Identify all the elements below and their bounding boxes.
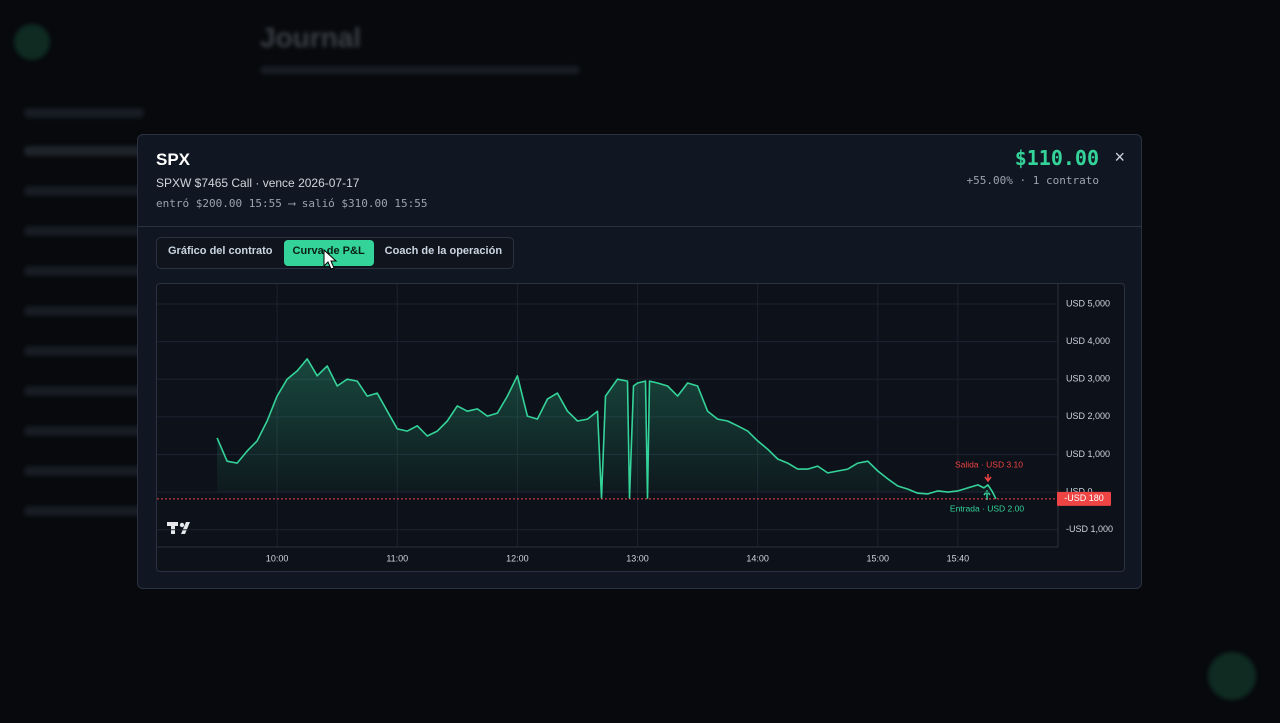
nav-item	[24, 266, 144, 276]
symbol: SPX	[156, 150, 191, 169]
y-tick-label: USD 1,000	[1066, 449, 1110, 459]
tab-bar: Gráfico del contrato Curva de P&L Coach de…	[156, 237, 515, 269]
y-tick-label: USD 0	[1066, 486, 1093, 496]
tab[interactable]: Gráfico del contrato	[168, 245, 273, 257]
x-tick-label: 15:40	[947, 553, 970, 563]
reference-label: -USD 180	[1064, 493, 1104, 503]
exit-marker	[984, 474, 992, 483]
chart-panel: USD 5,000 USD 4,000 USD 3,000 USD 2,000 USD …	[156, 283, 1125, 572]
nav-item	[24, 226, 144, 236]
tv-logo	[167, 522, 190, 534]
cursor	[323, 248, 338, 270]
page-title: Journal	[260, 22, 362, 53]
nav-item	[24, 186, 144, 196]
y-tick-label: -USD 1,000	[1066, 524, 1113, 534]
tab[interactable]: Curva de P&L	[283, 240, 374, 266]
nav-item	[24, 346, 144, 356]
pnl: $110.00	[1014, 146, 1099, 170]
tab[interactable]: Coach de la operación	[384, 245, 503, 257]
x-tick-label: 12:00	[506, 553, 529, 563]
reference-label-bg	[1057, 491, 1111, 506]
divider	[138, 226, 1141, 227]
y-tick-label: USD 3,000	[1066, 374, 1110, 384]
annotation: Entrada · USD 2.00	[950, 503, 1024, 513]
trade-modal: SPX SPXW $7465 Call · vence 2026-07-17 e…	[137, 134, 1142, 589]
close-button[interactable]: ×	[1114, 147, 1125, 167]
pnl-detail: +55.00% · 1 contrato	[966, 174, 1099, 187]
nav-item	[24, 466, 144, 476]
x-tick-label: 10:00	[266, 553, 289, 563]
nav-item	[24, 146, 144, 156]
fab	[1208, 652, 1256, 700]
nav-item	[24, 426, 144, 436]
subtitle	[260, 66, 580, 74]
x-tick-label: 15:00	[867, 553, 890, 563]
line	[216, 358, 997, 500]
chart: USD 5,000 USD 4,000 USD 3,000 USD 2,000 USD …	[157, 284, 1113, 563]
x-tick-label: 14:00	[746, 553, 769, 563]
nav-item	[24, 108, 144, 118]
y-tick-label: USD 5,000	[1066, 298, 1110, 308]
nav-item	[24, 386, 144, 396]
y-tick-label: USD 4,000	[1066, 336, 1110, 346]
trade-summary: entró $200.00 15:55 ⟶ salió $310.00 15:5…	[156, 197, 428, 210]
x-tick-label: 13:00	[626, 553, 649, 563]
logo	[14, 24, 50, 60]
area	[217, 358, 996, 499]
nav-item	[24, 506, 144, 516]
nav-item	[24, 306, 144, 316]
y-tick-label: USD 2,000	[1066, 411, 1110, 421]
x-tick-label: 11:00	[386, 553, 408, 563]
annotation: Salida · USD 3.10	[955, 459, 1023, 469]
contract: SPXW $7465 Call · vence 2026-07-17	[156, 176, 360, 190]
